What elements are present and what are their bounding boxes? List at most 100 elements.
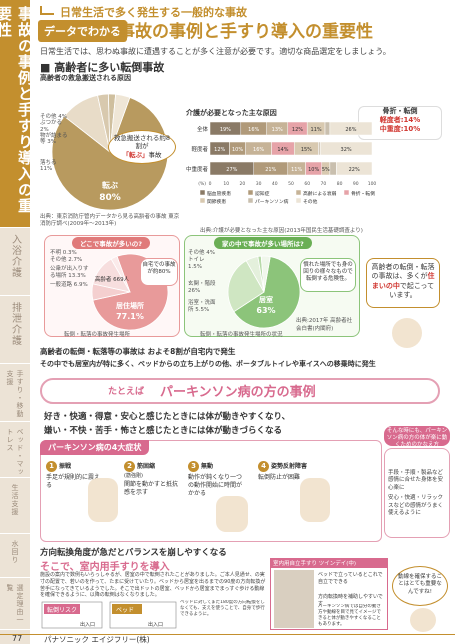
pie1-value-fall: 80% bbox=[99, 193, 121, 203]
pie3-source2: 出典:2017年 高齢者社会白書(内閣府) bbox=[296, 318, 353, 332]
person-illustration-4 bbox=[300, 478, 330, 522]
pie1-label-bump: ぶつかる 2% bbox=[40, 120, 63, 133]
bar-chart-care-causes: 19% 16% 13% 12% 11% 26% 12% 10% 16% 14% 15% 32% 27% 2… bbox=[186, 121, 377, 205]
footer-rule bbox=[0, 634, 455, 635]
bar-legend-swatch bbox=[295, 197, 302, 204]
parkinson-prefix: たとえば bbox=[108, 387, 145, 397]
bar-segment bbox=[319, 141, 373, 156]
bottom-body: 施設の案内で数例もいらっしゃるが、居室の中で転倒されたことがありました。ご本人見… bbox=[40, 572, 266, 599]
bar-value-label: 32% bbox=[341, 147, 352, 153]
symptom-4: 4 姿勢反射障害 転倒防止が困難 bbox=[258, 461, 308, 481]
diagram-exit-label-2: 出入口 bbox=[148, 621, 163, 628]
bar-value-label: 15% bbox=[301, 147, 312, 153]
pie3-source: 転倒・転落の事故発生場所の状況 bbox=[200, 332, 283, 338]
bar-tick-label: 80 bbox=[337, 181, 343, 187]
bar-legend-swatch bbox=[199, 197, 206, 204]
footer-company: パナソニック エイジフリー(株) bbox=[44, 635, 150, 644]
pie3-title: 家の中で事故が多い場所は? bbox=[214, 237, 312, 249]
page-title: 事故の事例と手すり導入の重要性 bbox=[118, 22, 373, 42]
bar-segment bbox=[336, 161, 373, 176]
title-badge: データでわかる bbox=[38, 20, 127, 42]
pie2-value-home: 77.1% bbox=[116, 312, 144, 321]
pie1-title: 高齢者の救急搬送される原因 bbox=[40, 74, 131, 82]
pie2-label-home: 居住場所 bbox=[116, 301, 144, 310]
pk-bubble-head: そんな時にも、パーキンソン病の方の体が楽に動くためのかなえ方 bbox=[384, 426, 450, 446]
bar-title: 介護が必要となった主な原因 bbox=[186, 109, 277, 117]
parkinson-title: パーキンソン病の方の事例 bbox=[160, 385, 316, 400]
bar-category-label: 軽度者 bbox=[191, 145, 208, 153]
bar-tick-label: 50 bbox=[288, 181, 294, 187]
pie3-label-list: その他 4% トイレ 1.5% 玄関・階段 26% 浴室・洗面所 5.5% bbox=[188, 250, 216, 314]
side-tab-water[interactable]: 水回り bbox=[0, 534, 30, 578]
diagram-exit-label-1: 出入口 bbox=[80, 621, 95, 628]
parkinson-banner bbox=[40, 378, 440, 404]
bar-value-label: 5% bbox=[322, 167, 330, 173]
pie1-note: 救急搬送される約8割が 「転ぶ」事故 bbox=[108, 130, 176, 164]
symptom-3: 3 無動 動作が鈍くなり一つの動作開始に時間がかかる bbox=[188, 461, 243, 497]
page-subtitle: 日常生活では、思わぬ事故に遭遇することが多く注意が必要です。適切な商品選定をしま… bbox=[40, 47, 391, 56]
bottom-title-2: そこで、室内用手すりを導入 bbox=[40, 562, 170, 573]
residence-callout: 高齢者の転倒・転落の事故は、多くが住まいの中で起こっています。 bbox=[366, 258, 440, 308]
page-number: 77 bbox=[12, 634, 23, 643]
bar-legend-swatch bbox=[295, 189, 302, 196]
bar-tick-label: 10 bbox=[223, 181, 229, 187]
bar-value-label: 14% bbox=[277, 147, 288, 153]
pie2-note: 自宅での事故が約80% bbox=[140, 258, 178, 286]
bar-value-label: 11% bbox=[291, 167, 302, 173]
bar-value-label: 26% bbox=[345, 127, 356, 133]
bar-value-label: 16% bbox=[253, 147, 264, 153]
side-tab-accident[interactable]: 事故の事例と手すり導入の重要性 bbox=[0, 0, 34, 228]
side-tab-bathing[interactable]: 入浴介護 bbox=[0, 228, 30, 296]
bar-tick-label: 0 bbox=[209, 181, 212, 187]
person-illustration-3 bbox=[216, 496, 248, 532]
bar-value-label: 10% bbox=[232, 147, 243, 153]
bar-category-label: 全体 bbox=[197, 125, 209, 133]
bar-segment bbox=[329, 161, 337, 176]
bar-legend-label: 認知症 bbox=[255, 190, 270, 197]
pie1-label-choke: 物が詰まる等 3% bbox=[40, 132, 68, 146]
bar-category-label: 中重度者 bbox=[186, 165, 208, 173]
symptom-1: 1 振戦 手足が規則的に震える bbox=[46, 461, 101, 489]
pie3-label-room: 居室 bbox=[259, 295, 273, 304]
side-tab-excretion[interactable]: 排泄介護 bbox=[0, 296, 30, 364]
bar-segment bbox=[324, 121, 331, 136]
bar-legend-label: 関節疾患 bbox=[207, 198, 226, 205]
bar-legend-swatch bbox=[247, 197, 254, 204]
top-label-marker bbox=[40, 6, 54, 15]
bar-value-label: 21% bbox=[265, 167, 276, 173]
pie3-slice-0 bbox=[233, 256, 301, 329]
pie2-title: どこで事故が多いの? bbox=[72, 237, 151, 249]
pie3-slice-1 bbox=[227, 260, 265, 313]
pie2-label-unknown: 不明 0.3% bbox=[50, 250, 77, 256]
side-tab-bed[interactable]: ベッド・マットレス bbox=[0, 422, 30, 478]
photo-caption-2: 方向転換時を補助しやすいです bbox=[318, 594, 383, 607]
bar-tick-label: 60 bbox=[304, 181, 310, 187]
person-illustration-1 bbox=[88, 478, 118, 522]
pie2-label-list: 不明 0.3% その他 2.7% 公衆が出入りする場所 13.3% 一般道路 6… bbox=[50, 250, 89, 288]
bar-value-label: 12% bbox=[214, 147, 225, 153]
photo-label: 室内用自立手すり ツインデイ(中) bbox=[270, 558, 388, 568]
side-tab-life[interactable]: 生活支援 bbox=[0, 478, 30, 534]
bar-legend-label: パーキンソン病 bbox=[255, 198, 289, 205]
bar-value-label: 13% bbox=[272, 127, 283, 133]
side-tab-reasons[interactable]: 選定理由一覧 bbox=[0, 578, 30, 630]
bottom-title-1: 方向転換角度が急だとバランスを崩しやすくなる bbox=[40, 548, 227, 558]
section-heading-falls: ■ 高齢者に多い転倒事故 bbox=[40, 61, 165, 74]
parkinson-desc-2: 嫌い・不快・苦手・怖さと感じたときには体が動きづらくなる bbox=[44, 426, 283, 436]
pie1-label-drop: 落ちる 11% bbox=[40, 159, 57, 172]
pie2-source: 転倒・転落の事故発生場所 bbox=[64, 332, 131, 338]
symptom-2: 2 筋固縮 (筋強剛) 関節を動かすと抵抗感を示す bbox=[124, 461, 179, 496]
bar-legend-label: 骨折・転倒 bbox=[351, 190, 375, 197]
photo-image bbox=[274, 570, 314, 628]
pie1-label-fall: 転ぶ bbox=[102, 180, 118, 190]
pie1-label-list: その他 4% ぶつかる 2% 物が詰まる等 3% 落ちる 11% bbox=[40, 114, 68, 172]
bar-value-label: 19% bbox=[220, 127, 231, 133]
top-label: 日常生活で多く発生する一般的な事故 bbox=[60, 6, 247, 19]
pie1-source: 出典：東京消防庁管内データから見る高齢者の事故 東京消防庁調べ(2009年〜20… bbox=[40, 214, 180, 227]
side-tab-handrail[interactable]: 手すり・移動支援 bbox=[0, 364, 30, 422]
bar-tick-label: 100 bbox=[368, 181, 377, 187]
summary-line-1: 高齢者の転倒・転落等の事故は およそ8割が自宅内で発生 bbox=[40, 347, 236, 356]
pie2-center-label: 高齢者 669人 bbox=[95, 275, 130, 283]
bar-source: 出典:介護が必要となった主な原因(2013年国民生活基礎調査より) bbox=[200, 228, 363, 234]
bar-legend-label: 高齢による衰弱 bbox=[303, 190, 337, 197]
